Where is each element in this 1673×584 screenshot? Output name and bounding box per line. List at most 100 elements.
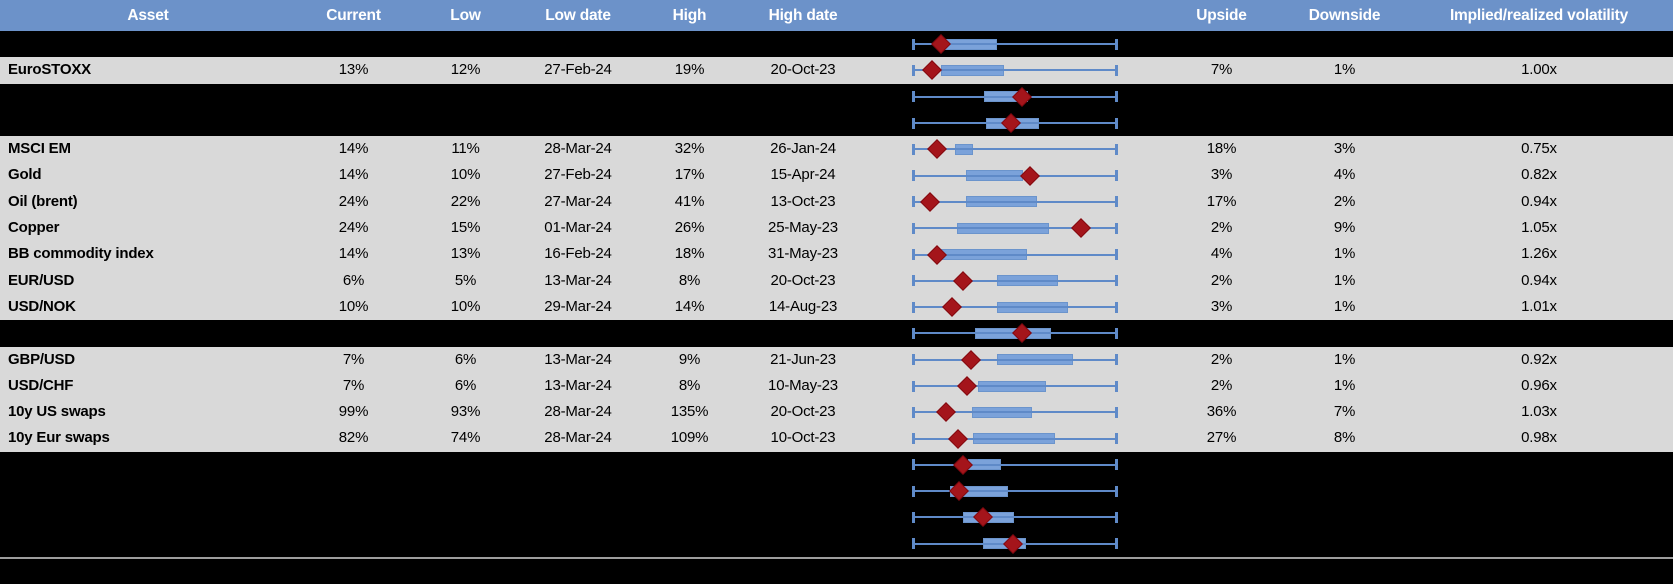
- low-value: 22%: [450, 192, 481, 210]
- whisker-cap-right: [1115, 485, 1118, 497]
- table-row: BB commodity index 14% 13% 16-Feb-24 18%…: [0, 241, 1673, 268]
- range-boxplot: [912, 373, 1118, 399]
- current-marker-diamond: [1071, 218, 1091, 239]
- current-marker-diamond: [973, 507, 993, 528]
- range-boxplot: [912, 294, 1118, 320]
- asset-label: 10y US swaps: [8, 403, 106, 421]
- low-date-value: 16-Feb-24: [544, 245, 612, 263]
- low-value: 6%: [454, 350, 477, 368]
- low-date-value: 13-Mar-24: [544, 376, 612, 394]
- asset-label: EuroSTOXX: [8, 61, 91, 79]
- low-date-value: 29-Mar-24: [544, 297, 612, 315]
- low-value: 12%: [450, 61, 481, 79]
- high-value: 18%: [674, 245, 705, 263]
- table-row: Gold 14% 10% 27-Feb-24 17% 15-Apr-24 3% …: [0, 162, 1673, 189]
- whisker-line: [913, 43, 1117, 46]
- column-header-low-date: Low date: [545, 7, 611, 24]
- implied-realized-volatility-value: 1.01x: [1521, 297, 1557, 315]
- table-row: [0, 452, 1673, 478]
- current-value: 24%: [338, 192, 369, 210]
- whisker-cap-left: [912, 249, 915, 261]
- whisker-cap-right: [1115, 170, 1118, 182]
- low-value: 6%: [454, 376, 477, 394]
- low-value: 74%: [450, 429, 481, 447]
- downside-value: 9%: [1333, 219, 1356, 237]
- whisker-line: [913, 279, 1117, 282]
- whisker-cap-left: [912, 459, 915, 471]
- low-date-value: 28-Mar-24: [544, 403, 612, 421]
- downside-value: 1%: [1333, 376, 1356, 394]
- downside-value: 7%: [1333, 403, 1356, 421]
- whisker-line: [913, 358, 1117, 361]
- current-value: 99%: [338, 403, 369, 421]
- low-value: 10%: [450, 297, 481, 315]
- current-marker-diamond: [927, 244, 947, 265]
- low-date-value: 28-Mar-24: [544, 140, 612, 158]
- low-date-value: 13-Mar-24: [544, 271, 612, 289]
- range-boxplot: [912, 478, 1118, 504]
- high-value: 135%: [670, 403, 709, 421]
- current-marker-diamond: [957, 376, 977, 396]
- asset-label: GBP/USD: [8, 350, 75, 368]
- column-header-downside: Downside: [1308, 7, 1381, 24]
- whisker-line: [913, 385, 1117, 387]
- table-row: Copper 24% 15% 01-Mar-24 26% 25-May-23 2…: [0, 215, 1673, 242]
- current-value: 13%: [338, 61, 369, 79]
- whisker-cap-right: [1115, 117, 1118, 129]
- current-marker-diamond: [953, 270, 973, 291]
- low-value: 13%: [450, 245, 481, 263]
- whisker-cap-left: [912, 511, 915, 523]
- range-boxplot: [912, 268, 1118, 294]
- high-date-value: 21-Jun-23: [770, 350, 836, 368]
- whisker-cap-right: [1115, 301, 1118, 313]
- whisker-line: [913, 227, 1117, 230]
- current-marker-diamond: [922, 60, 942, 81]
- range-boxplot: [912, 531, 1118, 557]
- table-row: USD/NOK 10% 10% 29-Mar-24 14% 14-Aug-23 …: [0, 293, 1673, 321]
- current-value: 6%: [342, 271, 365, 289]
- range-boxplot: [912, 399, 1118, 425]
- column-header-asset: Asset: [127, 7, 169, 24]
- whisker-cap-left: [912, 222, 915, 234]
- high-date-value: 26-Jan-24: [770, 140, 836, 158]
- low-date-value: 27-Mar-24: [544, 192, 612, 210]
- asset-label: USD/CHF: [8, 376, 74, 394]
- upside-value: 18%: [1206, 140, 1237, 158]
- whisker-cap-left: [912, 433, 915, 445]
- high-date-value: 14-Aug-23: [768, 297, 838, 315]
- whisker-cap-right: [1115, 222, 1118, 234]
- whisker-cap-right: [1115, 511, 1118, 523]
- table-row: [0, 504, 1673, 530]
- downside-value: 1%: [1333, 297, 1356, 315]
- asset-label: USD/NOK: [8, 297, 76, 315]
- current-marker-diamond: [927, 139, 947, 160]
- whisker-cap-right: [1115, 406, 1118, 418]
- whisker-cap-right: [1115, 143, 1118, 155]
- column-header-high: High: [672, 7, 707, 24]
- upside-value: 36%: [1206, 403, 1237, 421]
- whisker-line: [913, 69, 1117, 72]
- whisker-line: [913, 463, 1117, 466]
- high-date-value: 13-Oct-23: [770, 192, 836, 210]
- range-boxplot: [912, 110, 1118, 136]
- asset-label: Gold: [8, 166, 42, 184]
- whisker-cap-left: [912, 64, 915, 76]
- high-date-value: 15-Apr-24: [770, 166, 836, 184]
- high-date-value: 20-Oct-23: [770, 403, 836, 421]
- whisker-cap-left: [912, 380, 915, 392]
- whisker-cap-right: [1115, 354, 1118, 366]
- whisker-line: [913, 516, 1117, 519]
- column-header-low: Low: [450, 7, 481, 24]
- implied-realized-volatility-value: 0.94x: [1521, 192, 1557, 210]
- high-date-value: 10-Oct-23: [770, 429, 836, 447]
- upside-value: 3%: [1210, 297, 1233, 315]
- table-row: [0, 478, 1673, 504]
- whisker-cap-right: [1115, 275, 1118, 287]
- range-boxplot: [912, 347, 1118, 373]
- implied-realized-volatility-value: 1.26x: [1521, 245, 1557, 263]
- downside-value: 1%: [1333, 245, 1356, 263]
- range-boxplot: [912, 162, 1118, 188]
- downside-value: 1%: [1333, 61, 1356, 79]
- implied-realized-volatility-value: 1.03x: [1521, 403, 1557, 421]
- whisker-cap-left: [912, 196, 915, 208]
